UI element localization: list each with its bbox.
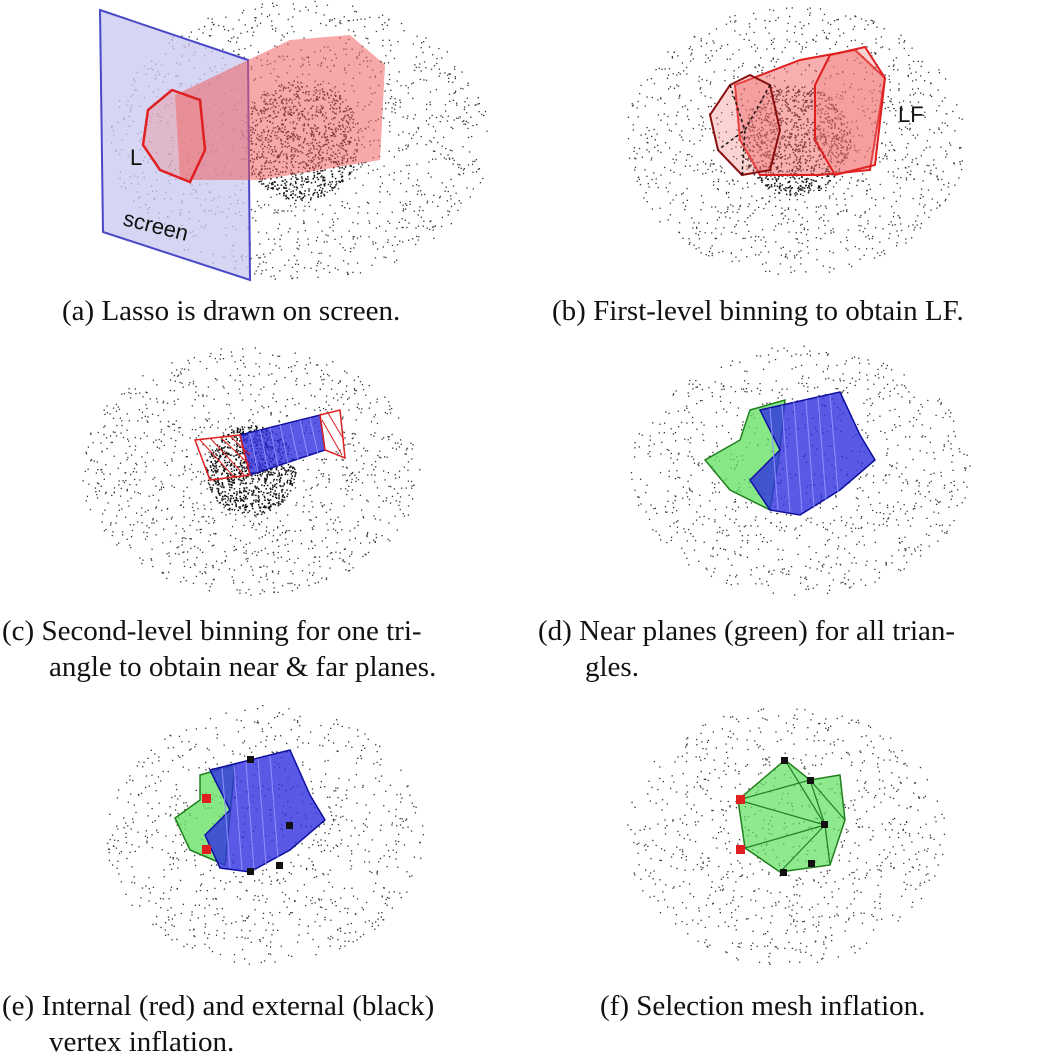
triangle-bins-slices-e <box>221 755 279 871</box>
caption-c-tag: (c) <box>2 615 35 647</box>
point-cloud-f <box>627 708 946 965</box>
near-plane-wireframe <box>193 434 251 481</box>
caption-c-text-1: Second-level binning for one tri- <box>41 615 422 647</box>
caption-d: (d) Near planes (green) for all trian- g… <box>538 613 956 683</box>
caption-f-tag: (f) <box>600 990 629 1022</box>
external-vertices-black-f <box>780 757 828 876</box>
panel-b-svg: LF <box>627 7 963 275</box>
panel-d-figure <box>600 340 1020 600</box>
caption-e-text-1: Internal (red) and external (black) <box>41 990 435 1022</box>
external-vertices-black <box>247 756 293 875</box>
lasso-frustum-body <box>733 48 887 176</box>
near-face-dotted-edges <box>717 84 771 176</box>
panel-f-svg <box>627 708 946 965</box>
caption-c: (c) Second-level binning for one tri- an… <box>2 613 436 683</box>
lasso-polygon <box>141 88 207 184</box>
caption-b: (b) First-level binning to obtain LF. <box>552 293 964 329</box>
panel-a-figure: L screen <box>0 0 520 290</box>
internal-vertices-red <box>202 794 211 854</box>
panel-c-figure <box>60 340 490 600</box>
far-plane-hatch <box>321 412 345 456</box>
triangle-bins-slices <box>769 394 839 513</box>
triangle-bin-slices <box>249 417 319 473</box>
panel-e-figure <box>100 700 430 970</box>
lasso-frustum <box>175 35 385 180</box>
caption-c-text-2: angle to obtain near & far planes. <box>49 651 437 683</box>
caption-a: (a) Lasso is drawn on screen. <box>62 293 400 329</box>
caption-d-text-2: gles. <box>585 651 639 683</box>
near-plane-hatch <box>199 435 251 479</box>
caption-b-text: First-level binning to obtain LF. <box>593 295 964 327</box>
point-cloud-c <box>82 347 421 596</box>
far-plane-wireframe <box>319 409 346 460</box>
caption-d-tag: (d) <box>538 615 572 647</box>
internal-vertices-red-f <box>736 795 745 854</box>
caption-e-text-2: vertex inflation. <box>49 1026 235 1058</box>
panel-a-svg: L screen <box>98 0 488 282</box>
frustum-near-face <box>708 73 782 177</box>
lasso-label: L <box>130 145 142 170</box>
frustum-far-face <box>814 45 887 177</box>
panel-c-svg <box>82 347 421 596</box>
caption-f: (f) Selection mesh inflation. <box>600 988 925 1024</box>
caption-a-tag: (a) <box>62 295 95 327</box>
panel-e-svg <box>107 705 424 965</box>
triangle-bins-blue <box>749 391 876 516</box>
caption-b-tag: (b) <box>552 295 586 327</box>
frustum-label: LF <box>898 102 924 127</box>
caption-e: (e) Internal (red) and external (black) … <box>2 988 435 1058</box>
caption-f-text: Selection mesh inflation. <box>636 990 926 1022</box>
panel-b-figure: LF <box>530 0 1048 290</box>
panel-f-figure <box>620 700 950 970</box>
caption-d-text-1: Near planes (green) for all trian- <box>579 615 956 647</box>
caption-e-tag: (e) <box>2 990 35 1022</box>
panel-d-svg <box>630 345 971 596</box>
caption-a-text: Lasso is drawn on screen. <box>101 295 401 327</box>
